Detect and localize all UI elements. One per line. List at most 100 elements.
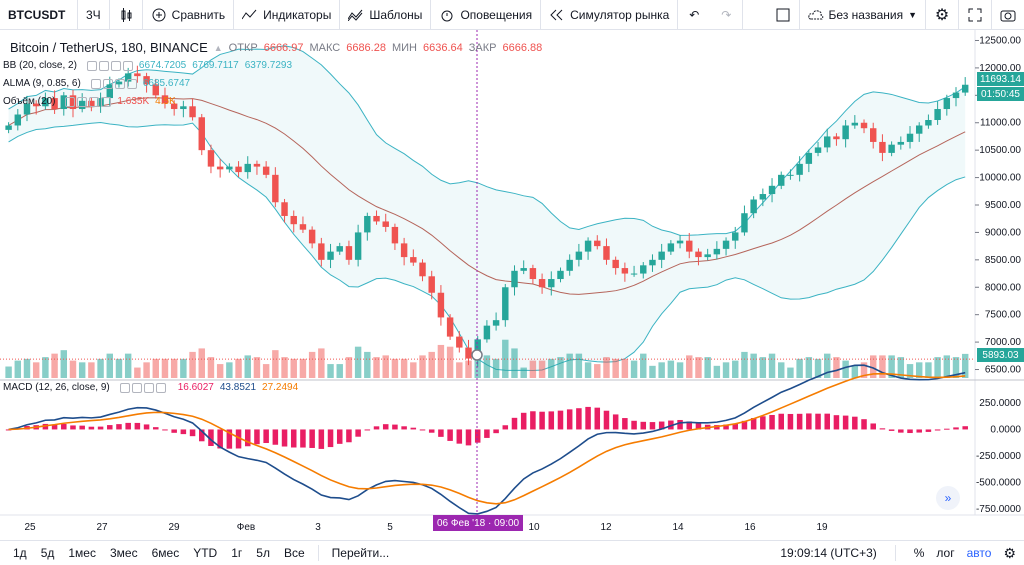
macd-histogram-bar bbox=[162, 429, 168, 431]
volume-bar bbox=[713, 365, 721, 378]
candle-body bbox=[722, 240, 730, 249]
volume-bar bbox=[23, 358, 31, 378]
undo-icon: ↶ bbox=[689, 7, 700, 22]
snapshot-button[interactable] bbox=[992, 0, 1024, 30]
indicators-button[interactable]: Индикаторы bbox=[234, 0, 341, 30]
range-YTD[interactable]: YTD bbox=[193, 546, 218, 560]
volume-bar bbox=[308, 351, 316, 378]
double-chevron-right-icon: » bbox=[944, 491, 952, 505]
clock-label[interactable]: 19:09:14 (UTC+3) bbox=[780, 546, 877, 560]
templates-button[interactable]: Шаблоны bbox=[340, 0, 432, 30]
candle-body bbox=[134, 73, 141, 77]
macd-histogram-bar bbox=[447, 429, 453, 441]
range-5л[interactable]: 5л bbox=[256, 546, 270, 560]
candle-body bbox=[566, 259, 573, 271]
indicator-controls[interactable] bbox=[65, 96, 112, 107]
range-1г[interactable]: 1г bbox=[231, 546, 243, 560]
volume-bar bbox=[943, 355, 951, 378]
volume-bar bbox=[538, 360, 546, 378]
macd-histogram-bar bbox=[392, 424, 398, 430]
candle-body bbox=[520, 268, 527, 271]
chart-canvas[interactable]: 12500.0012000.0011500.0011000.0010500.00… bbox=[0, 30, 1024, 540]
candle-body bbox=[640, 265, 647, 274]
macd-histogram-bar bbox=[852, 416, 858, 430]
goto-date-button[interactable]: Перейти... bbox=[331, 546, 390, 560]
macd-histogram-bar bbox=[824, 413, 830, 430]
undo-button[interactable]: ↶ bbox=[678, 0, 710, 30]
alma-name: ALMA (9, 0.85, 6) bbox=[3, 78, 81, 89]
volume-bar bbox=[575, 353, 583, 378]
volume-bar bbox=[419, 355, 426, 378]
volume-bar bbox=[906, 364, 914, 378]
macd-histogram-bar bbox=[833, 415, 840, 430]
settings-button[interactable]: ⚙ bbox=[926, 0, 959, 30]
macd-histogram-bar bbox=[290, 429, 297, 448]
indicator-controls[interactable] bbox=[119, 382, 166, 393]
candle-body bbox=[741, 213, 748, 233]
percent-toggle[interactable]: % bbox=[913, 546, 925, 560]
gear-icon[interactable]: ⚙ bbox=[1003, 544, 1016, 561]
layout-name-button[interactable]: Без названия ▼ bbox=[800, 0, 926, 30]
templates-label: Шаблоны bbox=[369, 7, 423, 22]
crosshair-date-tag: 06 Фев '18 · 09:00 bbox=[433, 515, 524, 531]
fullscreen-button[interactable] bbox=[959, 0, 992, 30]
candle-body bbox=[207, 150, 215, 167]
volume-bar bbox=[686, 355, 693, 378]
macd-histogram-bar bbox=[309, 429, 315, 448]
macd-histogram-bar bbox=[576, 408, 582, 430]
bb-legend[interactable]: BB (20, close, 2) 6674.7205 6769.7117 63… bbox=[3, 60, 292, 71]
candle-body bbox=[511, 270, 518, 288]
macd-histogram-bar bbox=[235, 429, 242, 449]
interval-selector[interactable]: 3Ч bbox=[78, 0, 110, 30]
candle-body bbox=[152, 84, 159, 96]
alerts-button[interactable]: Оповещения bbox=[431, 0, 542, 30]
macd-histogram-bar bbox=[300, 429, 306, 448]
macd-axis-label: 250.0000 bbox=[979, 398, 1021, 409]
macd-histogram-bar bbox=[861, 419, 867, 430]
macd-histogram-bar bbox=[244, 429, 251, 447]
compare-button[interactable]: Сравнить bbox=[143, 0, 235, 30]
scroll-to-realtime-button[interactable]: » bbox=[936, 486, 960, 510]
fullscreen-layout-button[interactable] bbox=[767, 0, 800, 30]
rewind-icon bbox=[549, 7, 565, 23]
candle-body bbox=[805, 152, 813, 164]
macd-histogram-bar bbox=[658, 421, 665, 430]
macd-histogram-bar bbox=[143, 424, 150, 430]
volume-bar bbox=[796, 358, 803, 378]
candle-body bbox=[934, 109, 941, 120]
candle-body bbox=[897, 141, 905, 145]
auto-toggle[interactable]: авто bbox=[966, 546, 992, 560]
chevron-up-icon[interactable]: ▲ bbox=[213, 42, 223, 53]
range-1мес[interactable]: 1мес bbox=[68, 546, 96, 560]
macd-histogram-bar bbox=[888, 429, 895, 431]
time-axis-label: 19 bbox=[816, 522, 828, 533]
range-1д[interactable]: 1д bbox=[13, 546, 27, 560]
range-6мес[interactable]: 6мес bbox=[151, 546, 180, 560]
log-toggle[interactable]: лог bbox=[936, 546, 955, 560]
indicator-controls[interactable] bbox=[86, 60, 133, 71]
indicator-controls[interactable] bbox=[90, 78, 137, 89]
macd-signal-value: 27.2494 bbox=[262, 382, 299, 393]
macd-histogram-bar bbox=[962, 426, 968, 430]
range-3мес[interactable]: 3мес bbox=[109, 546, 138, 560]
volume-bar bbox=[511, 348, 518, 378]
alma-legend[interactable]: ALMA (9, 0.85, 6) 6685.6747 bbox=[3, 78, 190, 89]
replay-button[interactable]: Симулятор рынка bbox=[541, 0, 679, 30]
volume-bar bbox=[778, 362, 785, 378]
macd-legend[interactable]: MACD (12, 26, close, 9) 16.6027 43.8521 … bbox=[3, 382, 298, 393]
volume-bar bbox=[60, 350, 68, 378]
volume-bar bbox=[897, 357, 905, 378]
redo-button[interactable]: ↷ bbox=[710, 0, 744, 30]
volume-legend[interactable]: Объём (20) 1.635K 4.5K bbox=[3, 96, 176, 107]
range-Все[interactable]: Все bbox=[283, 546, 305, 560]
macd-histogram-bar bbox=[171, 429, 177, 433]
main-legend: Bitcoin / TetherUS, 180, BINANCE ▲ ОТКР 6… bbox=[0, 40, 542, 55]
candle-body bbox=[925, 120, 932, 126]
candle-body bbox=[97, 98, 104, 107]
chart-style-button[interactable] bbox=[110, 0, 143, 30]
symbol-search[interactable]: BTCUSDT bbox=[0, 0, 78, 30]
volume-bar bbox=[198, 348, 205, 378]
range-5д[interactable]: 5д bbox=[40, 546, 55, 560]
candle-body bbox=[474, 339, 481, 359]
bb-value-2: 6769.7117 bbox=[192, 60, 239, 71]
